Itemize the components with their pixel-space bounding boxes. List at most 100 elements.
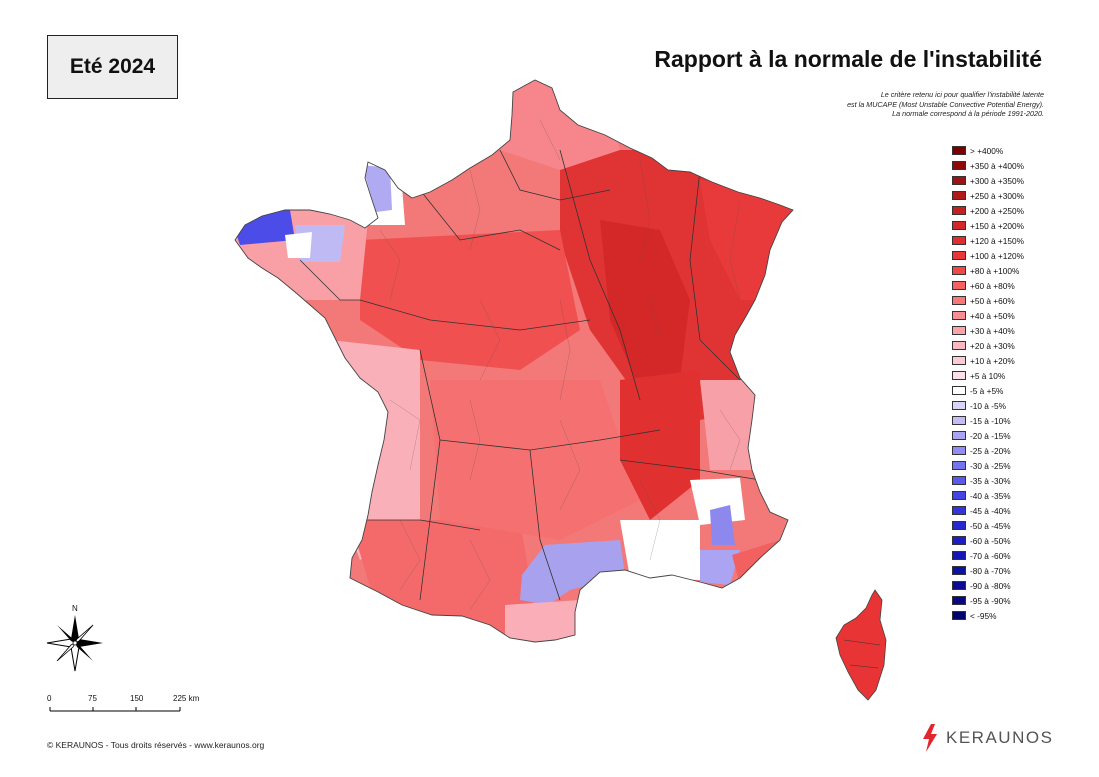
border-line — [619, 459, 761, 481]
legend-item: +300 à +350% — [952, 173, 1024, 188]
legend-swatch — [952, 431, 966, 440]
legend-item: +5 à 10% — [952, 368, 1024, 383]
legend-item: -40 à -35% — [952, 488, 1024, 503]
border-line — [689, 169, 741, 381]
subtitle-line: est la MUCAPE (Most Unstable Convective … — [847, 99, 1044, 109]
legend-item: +10 à +20% — [952, 353, 1024, 368]
legend-item: -90 à -80% — [952, 578, 1024, 593]
legend-swatch — [952, 476, 966, 485]
legend-swatch — [952, 296, 966, 305]
zone-near-normal-south — [620, 520, 700, 580]
legend-item: -20 à -15% — [952, 428, 1024, 443]
region-borders — [299, 149, 761, 601]
legend-item: -10 à -5% — [952, 398, 1024, 413]
legend-swatch — [952, 521, 966, 530]
legend-item: +40 à +50% — [952, 308, 1024, 323]
legend-item: +50 à +60% — [952, 293, 1024, 308]
zone-center — [360, 230, 580, 370]
compass-rose-icon — [46, 615, 103, 672]
legend-swatch — [952, 581, 966, 590]
legend-item: -15 à -10% — [952, 413, 1024, 428]
legend-label: +150 à +200% — [970, 220, 1024, 231]
legend-label: +300 à +350% — [970, 175, 1024, 186]
legend-swatch — [952, 251, 966, 260]
legend-swatch — [952, 506, 966, 515]
border-line — [499, 149, 611, 201]
scale-label: 225 km — [173, 694, 200, 703]
zone-finistere-negative — [235, 210, 295, 245]
legend-label: +30 à +40% — [970, 325, 1015, 336]
scale-label: 0 — [47, 694, 52, 703]
legend-label: < -95% — [970, 610, 997, 621]
legend-label: +40 à +50% — [970, 310, 1015, 321]
legend-label: -20 à -15% — [970, 430, 1011, 441]
legend-swatch — [952, 536, 966, 545]
border-line — [359, 299, 591, 331]
legend-swatch — [952, 461, 966, 470]
legend-item: +20 à +30% — [952, 338, 1024, 353]
legend-item: -60 à -50% — [952, 533, 1024, 548]
season-label: Eté 2024 — [47, 35, 178, 99]
legend-label: -10 à -5% — [970, 400, 1006, 411]
border-line — [299, 259, 360, 301]
legend-item: +100 à +120% — [952, 248, 1024, 263]
legend-label: -60 à -50% — [970, 535, 1011, 546]
legend-swatch — [952, 611, 966, 620]
zone-cotentin-negative — [362, 165, 392, 212]
legend-swatch — [952, 341, 966, 350]
legend-label: > +400% — [970, 145, 1004, 156]
legend-swatch — [952, 236, 966, 245]
legend-item: -50 à -45% — [952, 518, 1024, 533]
legend-swatch — [952, 566, 966, 575]
legend-label: -15 à -10% — [970, 415, 1011, 426]
legend-swatch — [952, 416, 966, 425]
legend-item: +350 à +400% — [952, 158, 1024, 173]
legend-label: +100 à +120% — [970, 250, 1024, 261]
scale-bar — [49, 707, 181, 712]
legend-label: +60 à +80% — [970, 280, 1015, 291]
legend-label: -25 à -20% — [970, 445, 1011, 456]
legend-swatch — [952, 596, 966, 605]
legend-swatch — [952, 206, 966, 215]
north-label: N — [72, 604, 78, 613]
scale-label: 75 — [88, 694, 97, 703]
legend-label: +120 à +150% — [970, 235, 1024, 246]
zone-burgundy — [600, 220, 690, 390]
legend-swatch — [952, 446, 966, 455]
legend-label: -80 à -70% — [970, 565, 1011, 576]
legend-swatch — [952, 161, 966, 170]
legend-label: +200 à +250% — [970, 205, 1024, 216]
border-line — [419, 349, 441, 601]
zone-vaucluse-negative — [710, 505, 735, 545]
legend-label: -35 à -30% — [970, 475, 1011, 486]
legend-item: +80 à +100% — [952, 263, 1024, 278]
zone-alps — [700, 380, 770, 470]
legend-swatch — [952, 281, 966, 290]
subtitle-line: La normale correspond à la période 1991-… — [892, 109, 1044, 119]
legend-item: +250 à +300% — [952, 188, 1024, 203]
legend-item: +60 à +80% — [952, 278, 1024, 293]
country-outline — [234, 79, 794, 643]
legend-swatch — [952, 146, 966, 155]
legend-item: -5 à +5% — [952, 383, 1024, 398]
legend-swatch — [952, 311, 966, 320]
legend-label: +350 à +400% — [970, 160, 1024, 171]
department-borders — [379, 119, 741, 611]
legend-label: -95 à -90% — [970, 595, 1011, 606]
border-line — [529, 449, 561, 601]
legend-item: < -95% — [952, 608, 1024, 623]
border-line — [419, 189, 561, 251]
legend-label: -40 à -35% — [970, 490, 1011, 501]
legend-item: -80 à -70% — [952, 563, 1024, 578]
legend-item: -35 à -30% — [952, 473, 1024, 488]
legend-label: -90 à -80% — [970, 580, 1011, 591]
scale-label: 150 — [130, 694, 144, 703]
legend-swatch — [952, 551, 966, 560]
zone-massif-central — [430, 380, 640, 540]
legend-item: +120 à +150% — [952, 233, 1024, 248]
legend-label: -45 à -40% — [970, 505, 1011, 516]
legend-item: -95 à -90% — [952, 593, 1024, 608]
legend: > +400% +350 à +400% +300 à +350% +250 à +3… — [952, 143, 1024, 623]
legend-label: +10 à +20% — [970, 355, 1015, 366]
legend-label: +250 à +300% — [970, 190, 1024, 201]
